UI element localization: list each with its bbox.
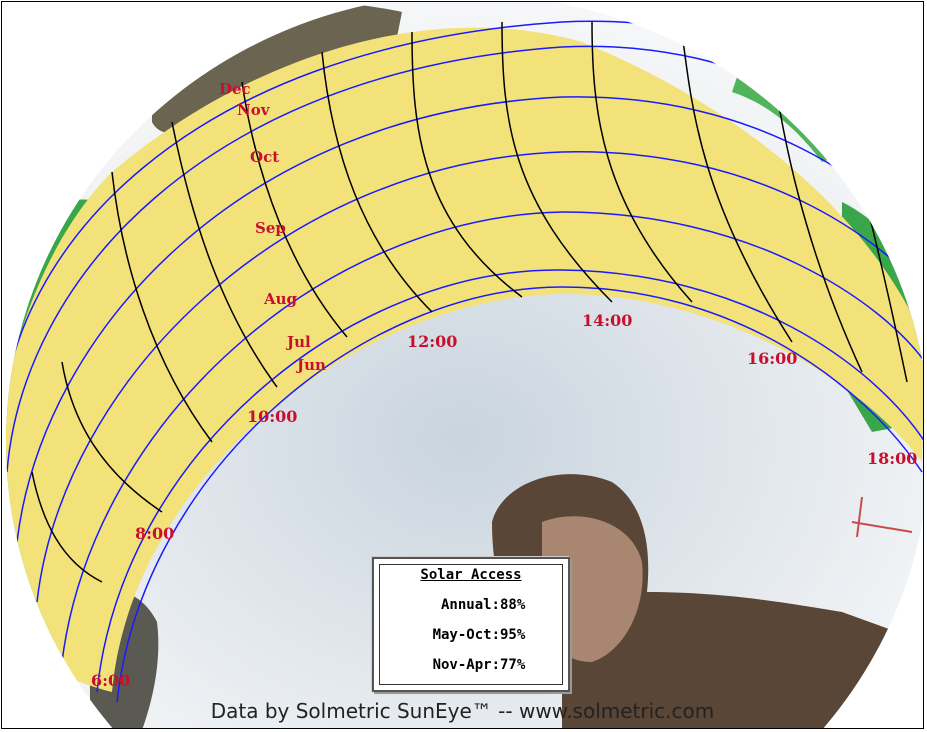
hour-lines xyxy=(31,21,908,583)
footer-credit: Data by Solmetric SunEye™ -- www.solmetr… xyxy=(210,699,715,723)
hour-line-1400 xyxy=(591,21,693,303)
hour-line-0800 xyxy=(111,171,213,443)
solar-row-value: 88% xyxy=(500,597,526,613)
month-label-nov: Nov xyxy=(237,101,271,119)
month-labels: Dec Nov Oct Sep Aug Jul Jun xyxy=(219,80,326,374)
month-label-jun: Jun xyxy=(295,356,326,374)
hour-label-6: 6:00 xyxy=(91,671,130,690)
hour-line-0900 xyxy=(171,121,278,388)
hour-line-1500 xyxy=(681,31,793,343)
hour-line-1300 xyxy=(501,21,613,303)
arc-sep xyxy=(36,151,923,603)
month-label-dec: Dec xyxy=(219,80,251,98)
hour-line-1200 xyxy=(411,31,523,298)
solar-row-label: Annual: xyxy=(440,597,500,613)
arc-jul xyxy=(96,269,923,693)
arc-jun xyxy=(116,286,923,703)
solar-row-label: Nov-Apr: xyxy=(432,657,500,673)
arc-aug xyxy=(61,211,923,663)
month-label-jul: Jul xyxy=(285,333,311,351)
hour-label-16: 16:00 xyxy=(747,349,797,368)
hour-label-14: 14:00 xyxy=(582,311,632,330)
solar-row-value: 95% xyxy=(500,627,526,643)
solar-row-label: May-Oct: xyxy=(432,627,500,643)
month-label-oct: Oct xyxy=(250,148,279,166)
month-label-aug: Aug xyxy=(263,290,298,308)
hour-line-1100 xyxy=(321,51,433,313)
month-label-sep: Sep xyxy=(255,219,286,237)
hour-line-1000 xyxy=(241,81,348,338)
antenna xyxy=(851,496,913,538)
hour-label-18: 18:00 xyxy=(867,449,917,468)
month-arcs xyxy=(6,20,923,703)
solar-access-inner-border xyxy=(379,564,563,685)
hour-label-8: 8:00 xyxy=(135,524,174,543)
hour-line-0630 xyxy=(31,471,103,583)
sun-path-band xyxy=(6,27,923,692)
solar-access-title: Solar Access xyxy=(420,567,522,583)
hour-line-0700 xyxy=(61,361,163,513)
solar-row-value: 77% xyxy=(500,657,526,673)
solar-access-panel: Solar Access Annual: 88% May-Oct: 95% No… xyxy=(372,557,570,692)
hour-label-10: 10:00 xyxy=(247,407,297,426)
hour-labels: 6:00 8:00 10:00 12:00 14:00 16:00 18:00 xyxy=(91,311,917,690)
hour-label-12: 12:00 xyxy=(407,332,457,351)
